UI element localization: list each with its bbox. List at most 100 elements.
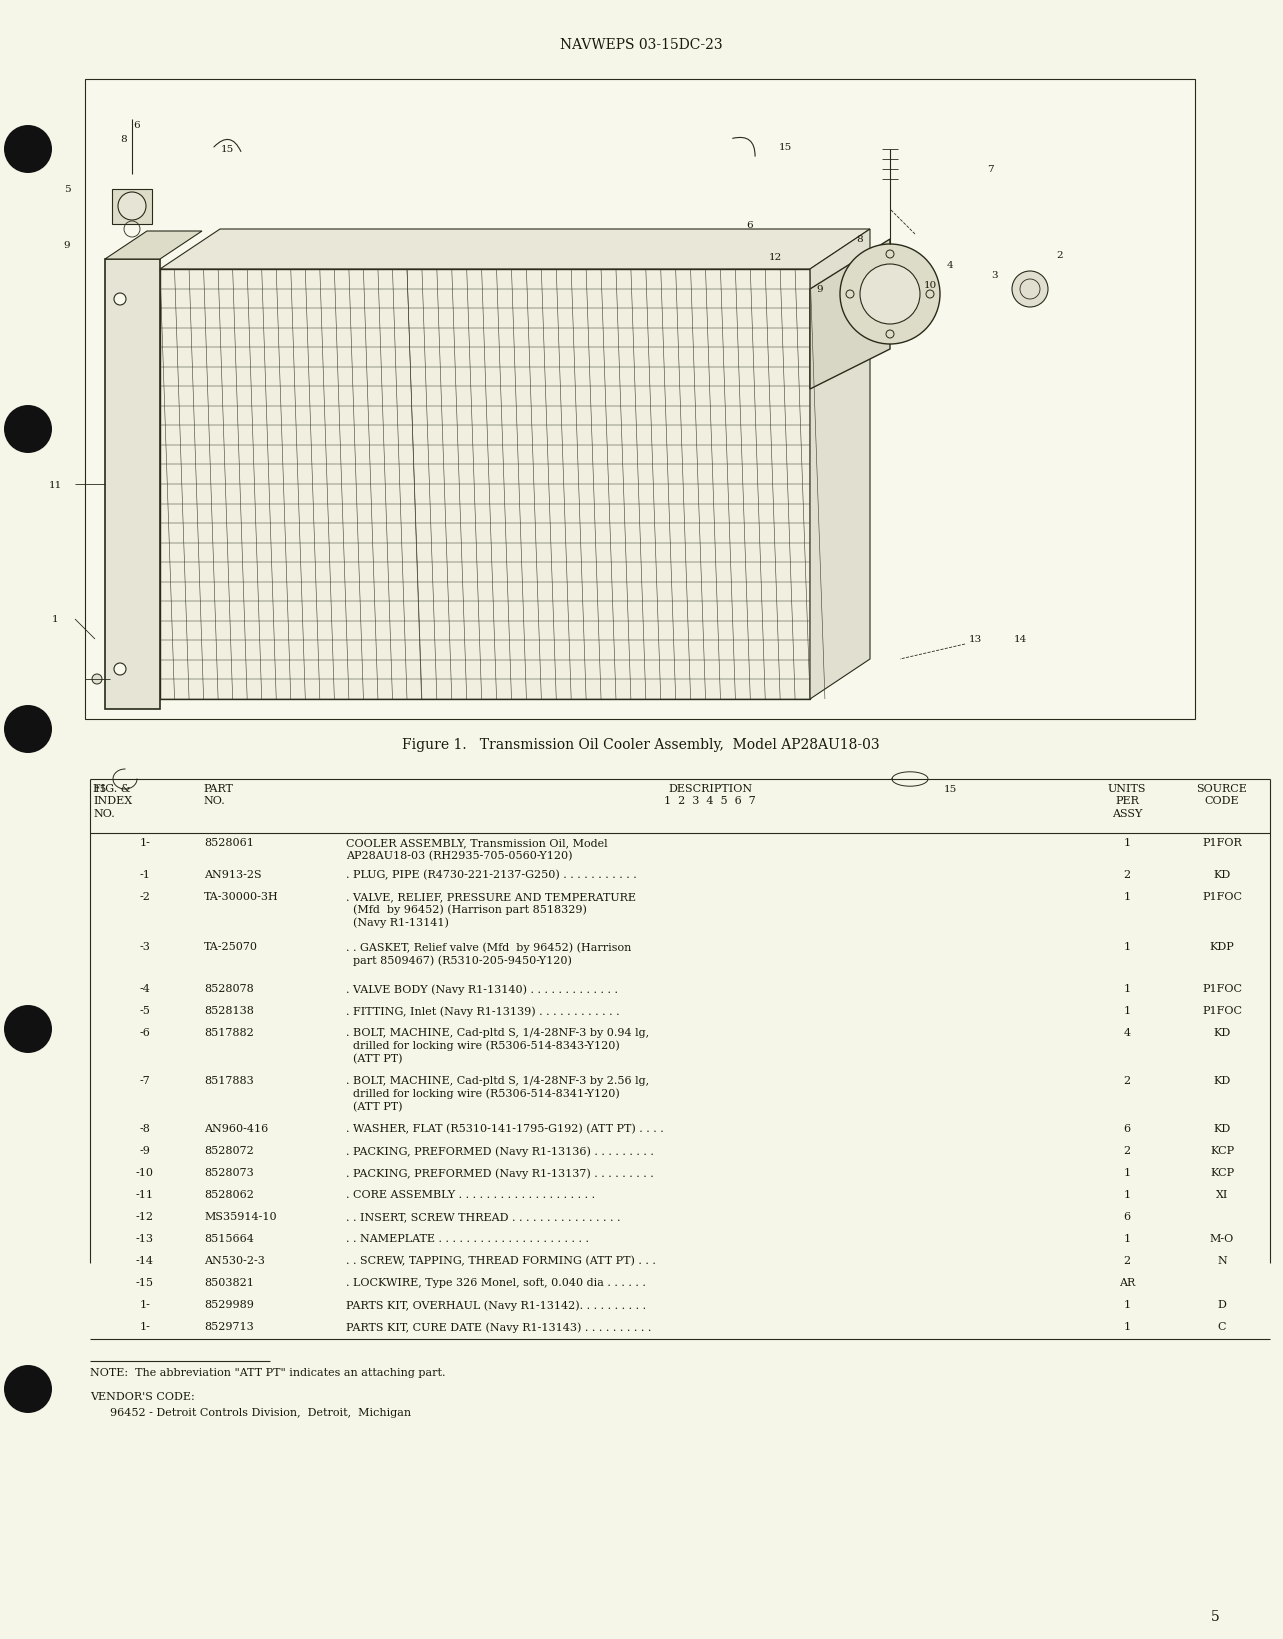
Text: . LOCKWIRE, Type 326 Monel, soft, 0.040 dia . . . . . .: . LOCKWIRE, Type 326 Monel, soft, 0.040 …: [346, 1277, 645, 1287]
Text: 6: 6: [747, 220, 753, 229]
Bar: [105, 261, 160, 710]
Polygon shape: [810, 229, 870, 700]
Text: PARTS KIT, OVERHAUL (Navy R1-13142). . . . . . . . . .: PARTS KIT, OVERHAUL (Navy R1-13142). . .…: [346, 1300, 647, 1310]
Text: 2: 2: [1124, 1255, 1130, 1265]
Text: 1-: 1-: [140, 838, 150, 847]
Text: 2: 2: [1124, 869, 1130, 880]
Text: -1: -1: [140, 869, 150, 880]
Text: 1: 1: [1124, 1300, 1130, 1310]
Text: 1-: 1-: [140, 1321, 150, 1331]
Text: 1: 1: [1124, 1321, 1130, 1331]
Text: 15: 15: [779, 144, 792, 152]
Text: 1: 1: [1124, 1005, 1130, 1016]
Text: 1: 1: [1124, 1233, 1130, 1244]
Text: Figure 1.   Transmission Oil Cooler Assembly,  Model AP28AU18-03: Figure 1. Transmission Oil Cooler Assemb…: [402, 738, 880, 752]
Text: 8: 8: [857, 236, 863, 244]
Text: -10: -10: [136, 1167, 154, 1177]
Text: C: C: [1218, 1321, 1227, 1331]
Circle shape: [118, 193, 146, 221]
Text: PART
NO.: PART NO.: [203, 783, 234, 806]
Text: P1FOC: P1FOC: [1202, 1005, 1242, 1016]
Text: . PLUG, PIPE (R4730-221-2137-G250) . . . . . . . . . . .: . PLUG, PIPE (R4730-221-2137-G250) . . .…: [346, 869, 636, 880]
Text: MS35914-10: MS35914-10: [204, 1211, 277, 1221]
Text: KD: KD: [1214, 1123, 1230, 1133]
Text: 8528138: 8528138: [204, 1005, 254, 1016]
Text: 5: 5: [1211, 1609, 1220, 1623]
Polygon shape: [810, 239, 890, 390]
Text: 10: 10: [924, 280, 937, 290]
Text: 96452 - Detroit Controls Division,  Detroit,  Michigan: 96452 - Detroit Controls Division, Detro…: [110, 1408, 411, 1418]
Text: 1: 1: [1124, 1167, 1130, 1177]
Text: -6: -6: [140, 1028, 150, 1037]
Text: 1: 1: [1124, 983, 1130, 993]
Text: 4: 4: [1124, 1028, 1130, 1037]
Text: 4: 4: [947, 261, 953, 269]
Text: . . INSERT, SCREW THREAD . . . . . . . . . . . . . . . .: . . INSERT, SCREW THREAD . . . . . . . .…: [346, 1211, 621, 1221]
Text: -15: -15: [136, 1277, 154, 1287]
Text: 3: 3: [992, 270, 998, 279]
Text: M-O: M-O: [1210, 1233, 1234, 1244]
Text: 9: 9: [817, 285, 824, 295]
Text: N: N: [1218, 1255, 1227, 1265]
Circle shape: [4, 126, 53, 174]
Text: 1: 1: [1124, 838, 1130, 847]
Text: . PACKING, PREFORMED (Navy R1-13136) . . . . . . . . .: . PACKING, PREFORMED (Navy R1-13136) . .…: [346, 1146, 654, 1155]
Text: . VALVE BODY (Navy R1-13140) . . . . . . . . . . . . .: . VALVE BODY (Navy R1-13140) . . . . . .…: [346, 983, 618, 993]
Text: . FITTING, Inlet (Navy R1-13139) . . . . . . . . . . . .: . FITTING, Inlet (Navy R1-13139) . . . .…: [346, 1005, 620, 1016]
Text: 8529713: 8529713: [204, 1321, 254, 1331]
Text: 2: 2: [1124, 1146, 1130, 1155]
Text: -2: -2: [140, 892, 150, 901]
Text: AN960-416: AN960-416: [204, 1123, 268, 1133]
Text: 9: 9: [64, 241, 71, 249]
Bar: [160, 270, 810, 700]
Text: . WASHER, FLAT (R5310-141-1795-G192) (ATT PT) . . . .: . WASHER, FLAT (R5310-141-1795-G192) (AT…: [346, 1123, 663, 1134]
Text: 14: 14: [1014, 634, 1026, 644]
Text: NOTE:  The abbreviation "ATT PT" indicates an attaching part.: NOTE: The abbreviation "ATT PT" indicate…: [90, 1367, 445, 1377]
Text: 11: 11: [49, 480, 62, 488]
Text: 15: 15: [221, 146, 234, 154]
Text: 8517882: 8517882: [204, 1028, 254, 1037]
Text: 8515664: 8515664: [204, 1233, 254, 1244]
Circle shape: [92, 675, 103, 685]
Text: 13: 13: [969, 634, 981, 644]
Text: -3: -3: [140, 941, 150, 951]
Text: . BOLT, MACHINE, Cad-pltd S, 1/4-28NF-3 by 2.56 lg,
  drilled for locking wire (: . BOLT, MACHINE, Cad-pltd S, 1/4-28NF-3 …: [346, 1075, 649, 1111]
Text: KD: KD: [1214, 869, 1230, 880]
Text: -12: -12: [136, 1211, 154, 1221]
Circle shape: [4, 406, 53, 454]
Circle shape: [114, 664, 126, 675]
Text: KDP: KDP: [1210, 941, 1234, 951]
Text: KCP: KCP: [1210, 1146, 1234, 1155]
Text: UNITS
PER
ASSY: UNITS PER ASSY: [1107, 783, 1146, 818]
Text: 6: 6: [133, 120, 140, 129]
Text: -14: -14: [136, 1255, 154, 1265]
Text: -8: -8: [140, 1123, 150, 1133]
Text: TA-30000-3H: TA-30000-3H: [204, 892, 278, 901]
Text: D: D: [1218, 1300, 1227, 1310]
Text: . VALVE, RELIEF, PRESSURE AND TEMPERATURE
  (Mfd  by 96452) (Harrison part 85183: . VALVE, RELIEF, PRESSURE AND TEMPERATUR…: [346, 892, 636, 928]
Text: 1: 1: [1124, 1190, 1130, 1200]
Text: SOURCE
CODE: SOURCE CODE: [1197, 783, 1247, 806]
Text: 1: 1: [1124, 892, 1130, 901]
Text: 15: 15: [94, 785, 106, 793]
Polygon shape: [160, 229, 870, 270]
Text: -11: -11: [136, 1190, 154, 1200]
Circle shape: [4, 705, 53, 754]
Text: 2: 2: [1057, 251, 1064, 259]
Text: 12: 12: [769, 254, 781, 262]
Text: . . NAMEPLATE . . . . . . . . . . . . . . . . . . . . . .: . . NAMEPLATE . . . . . . . . . . . . . …: [346, 1233, 589, 1244]
Text: -7: -7: [140, 1075, 150, 1085]
Text: KD: KD: [1214, 1075, 1230, 1085]
Circle shape: [4, 1365, 53, 1413]
Text: 1: 1: [1124, 941, 1130, 951]
Text: P1FOR: P1FOR: [1202, 838, 1242, 847]
Text: TA-25070: TA-25070: [204, 941, 258, 951]
Text: 6: 6: [1124, 1211, 1130, 1221]
Text: KCP: KCP: [1210, 1167, 1234, 1177]
Text: 6: 6: [1124, 1123, 1130, 1133]
Text: PARTS KIT, CURE DATE (Navy R1-13143) . . . . . . . . . .: PARTS KIT, CURE DATE (Navy R1-13143) . .…: [346, 1321, 652, 1333]
Text: 8529989: 8529989: [204, 1300, 254, 1310]
Text: AN530-2-3: AN530-2-3: [204, 1255, 264, 1265]
Text: . . SCREW, TAPPING, THREAD FORMING (ATT PT) . . .: . . SCREW, TAPPING, THREAD FORMING (ATT …: [346, 1255, 656, 1265]
Polygon shape: [105, 231, 201, 261]
